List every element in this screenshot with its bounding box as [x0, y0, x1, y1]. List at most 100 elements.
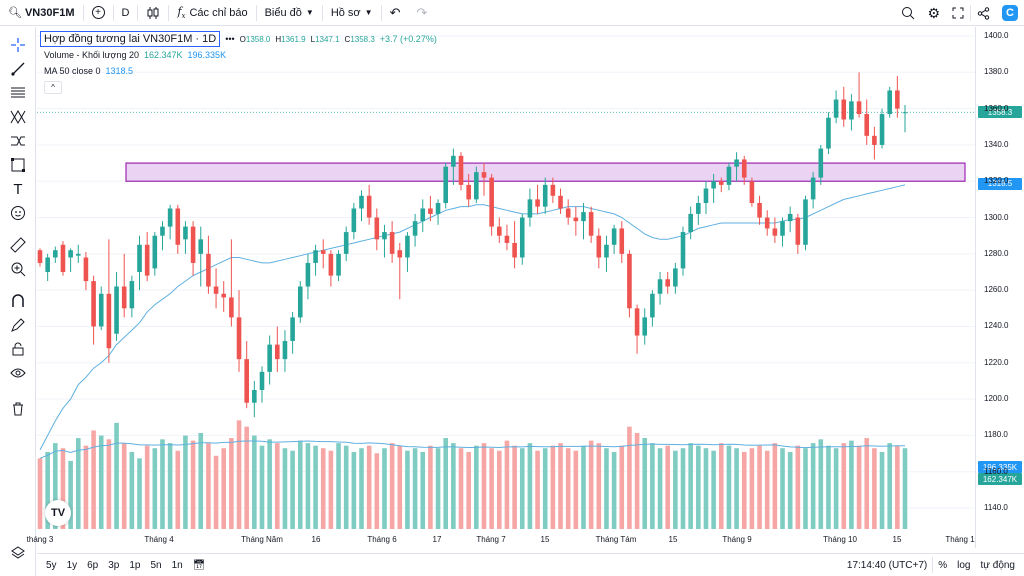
ruler-tool[interactable]: [8, 235, 28, 255]
tradingview-logo[interactable]: TV: [45, 500, 71, 526]
candle-body: [244, 359, 249, 403]
volume-bar: [474, 445, 479, 529]
candle-style-button[interactable]: [138, 0, 168, 26]
pattern-icon: [11, 136, 25, 146]
compare-button[interactable]: +: [84, 0, 113, 26]
volume-bar: [841, 443, 847, 529]
time-zone-button[interactable]: 17:14:40 (UTC+7): [846, 559, 928, 571]
volume-ma-line: [39, 440, 905, 459]
ma50-line: [39, 184, 906, 451]
stay-drawing-tool[interactable]: [8, 315, 28, 335]
settings-button[interactable]: ⚙: [921, 0, 946, 26]
candle-body: [152, 235, 158, 269]
volume-bar: [53, 443, 58, 529]
remove-drawings-tool[interactable]: [8, 399, 28, 419]
time-tick-label: 15: [892, 535, 902, 544]
redo-button[interactable]: ↷: [408, 0, 435, 26]
range-button-1p[interactable]: 1p: [129, 559, 141, 571]
range-button-3p[interactable]: 3p: [108, 559, 120, 571]
profile-dropdown[interactable]: Hồ sơ ▼: [323, 0, 381, 26]
share-button[interactable]: [971, 0, 996, 26]
range-button-6p[interactable]: 6p: [87, 559, 99, 571]
magnet-tool[interactable]: [8, 291, 28, 311]
rectangle-icon: [11, 158, 25, 172]
zoom-in-tool[interactable]: [8, 259, 28, 279]
low-label: L: [310, 34, 316, 44]
log-toggle[interactable]: log: [957, 559, 971, 571]
interval-button[interactable]: D: [114, 0, 138, 26]
eye-icon: [10, 368, 26, 378]
percent-toggle[interactable]: %: [938, 559, 948, 571]
hide-drawings-tool[interactable]: [8, 363, 28, 383]
candle-body: [412, 221, 418, 236]
volume-value-1: 162.347K: [143, 50, 183, 60]
share-icon: [977, 6, 990, 20]
candle-body: [259, 371, 265, 390]
candle-body: [91, 281, 96, 327]
symbol-search[interactable]: 🔍︎ VN30F1M: [0, 0, 83, 26]
undo-button[interactable]: ↶: [382, 0, 409, 26]
legend-more-icon[interactable]: •••: [225, 34, 235, 44]
volume-bar: [374, 453, 380, 529]
candle-body: [833, 99, 839, 118]
candle-body: [435, 203, 441, 214]
candle-body: [718, 181, 724, 185]
emoji-tool[interactable]: [8, 203, 28, 223]
legend-volume: Volume - Khối lượng 20 162.347K 196.335K: [44, 50, 226, 60]
legend-title[interactable]: Hợp đồng tương lai VN30F1M · 1D: [40, 31, 221, 47]
trendline-tool[interactable]: [8, 59, 28, 79]
indicators-button[interactable]: fx Các chỉ báo: [169, 0, 255, 26]
ma-price-tag: 1318.5: [978, 177, 1022, 190]
candle-body: [305, 262, 311, 287]
crosshair-tool[interactable]: [8, 35, 28, 55]
volume-bar: [887, 443, 892, 529]
candle-body: [45, 257, 50, 272]
candle-body: [741, 159, 747, 178]
fullscreen-button[interactable]: [946, 0, 970, 26]
range-button-1n[interactable]: 1n: [171, 559, 183, 571]
chevron-down-icon: ▼: [364, 8, 373, 17]
chart-type-dropdown[interactable]: Biểu đồ ▼: [257, 0, 322, 26]
volume-bar: [481, 443, 487, 529]
divider: [255, 4, 257, 21]
horizontal-lines-tool[interactable]: [8, 83, 28, 103]
range-button-5n[interactable]: 5n: [150, 559, 162, 571]
candle-body: [137, 244, 142, 272]
candle-body: [229, 297, 234, 318]
brand-button[interactable]: C: [996, 0, 1024, 26]
pitchfork-tool[interactable]: [8, 107, 28, 127]
volume-bar: [175, 450, 181, 529]
text-tool[interactable]: T: [8, 179, 28, 199]
price-tick-label: 1320.0: [984, 176, 1009, 186]
candle-body: [711, 181, 716, 189]
price-tick-label: 1280.0: [984, 248, 1009, 258]
range-button-1y[interactable]: 1y: [66, 559, 78, 571]
object-tree-button[interactable]: [8, 543, 28, 563]
range-button-5y[interactable]: 5y: [46, 559, 57, 571]
price-tick-label: 1360.0: [984, 103, 1009, 113]
candle-body: [688, 213, 693, 233]
time-tick-label: tháng 3: [26, 535, 54, 544]
goto-date-button[interactable]: 📅︎: [188, 560, 211, 571]
volume-bar: [734, 448, 739, 529]
volume-bar: [144, 445, 150, 529]
candle-body: [780, 221, 785, 236]
candle-body: [634, 308, 640, 336]
price-axis[interactable]: 1358.3 1318.5 196.335K 162.347K 1400.0 13…: [975, 27, 1024, 548]
volume-bar: [535, 450, 540, 529]
lock-drawings-tool[interactable]: [8, 339, 28, 359]
candle-body: [236, 317, 242, 360]
price-chart[interactable]: [37, 27, 975, 548]
chart-pane[interactable]: [37, 27, 975, 548]
volume-bar: [435, 448, 441, 529]
quick-search-button[interactable]: [895, 0, 921, 26]
patterns-tool[interactable]: [8, 131, 28, 151]
candle-body: [129, 281, 135, 309]
auto-scale-toggle[interactable]: tự động: [980, 559, 1016, 571]
lock-icon: [12, 342, 24, 356]
legend-collapse-button[interactable]: ^: [44, 81, 62, 94]
shapes-tool[interactable]: [8, 155, 28, 175]
volume-bar: [780, 448, 785, 529]
volume-bar: [489, 448, 494, 529]
volume-bar: [114, 422, 119, 529]
